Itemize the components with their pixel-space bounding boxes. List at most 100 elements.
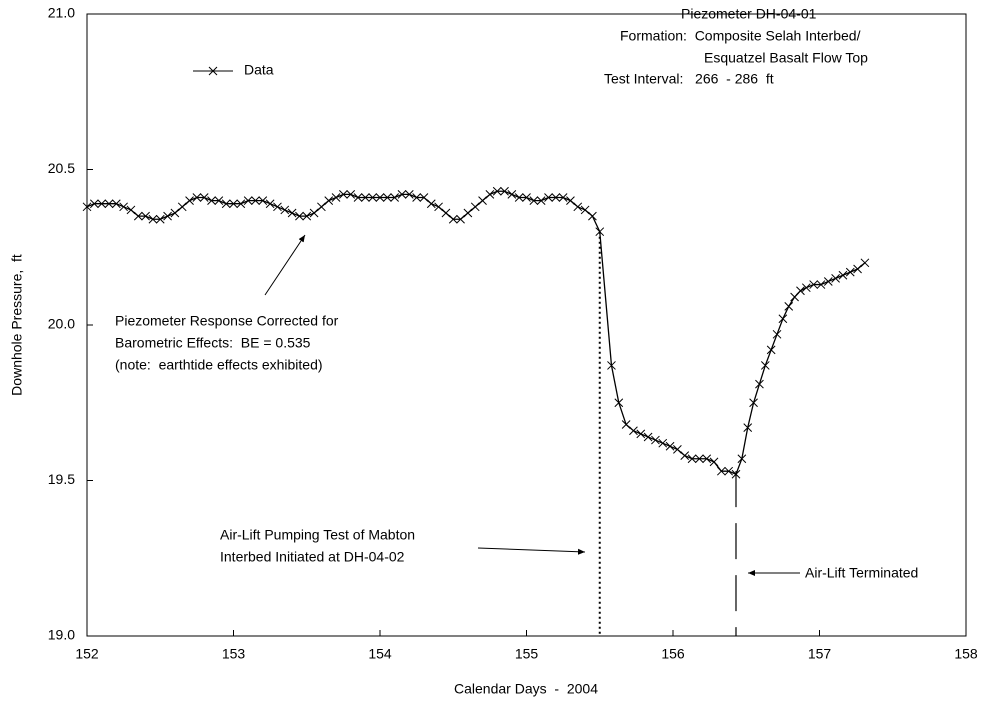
marker bbox=[614, 398, 624, 408]
marker bbox=[390, 193, 400, 202]
marker bbox=[236, 199, 246, 209]
marker bbox=[82, 202, 92, 212]
marker bbox=[673, 445, 682, 454]
marker bbox=[251, 196, 260, 205]
y-axis-title: Downhole Pressure, ft bbox=[9, 254, 25, 396]
marker bbox=[148, 214, 158, 224]
marker bbox=[192, 193, 202, 202]
marker bbox=[665, 441, 675, 451]
marker bbox=[404, 190, 414, 199]
x-tick-label: 157 bbox=[808, 646, 832, 662]
marker bbox=[133, 211, 143, 221]
marker bbox=[273, 202, 282, 212]
marker bbox=[353, 193, 363, 202]
marker bbox=[397, 190, 407, 199]
marker bbox=[737, 454, 747, 464]
marker bbox=[816, 280, 826, 289]
marker bbox=[860, 258, 870, 268]
marker bbox=[207, 196, 216, 205]
marker bbox=[185, 196, 194, 205]
marker bbox=[566, 196, 575, 205]
marker bbox=[709, 457, 719, 467]
marker bbox=[607, 361, 616, 370]
marker bbox=[831, 273, 840, 283]
marker bbox=[716, 466, 726, 476]
x-tick-label: 153 bbox=[222, 646, 246, 662]
marker bbox=[766, 345, 776, 355]
marker bbox=[360, 193, 370, 202]
marker bbox=[796, 286, 805, 296]
x-tick-label: 158 bbox=[954, 646, 978, 662]
marker bbox=[687, 454, 697, 464]
marker bbox=[643, 432, 653, 442]
marker bbox=[853, 264, 862, 274]
arrow bbox=[264, 234, 306, 296]
marker bbox=[823, 277, 833, 286]
x-tick-label: 155 bbox=[515, 646, 539, 662]
legend-marker bbox=[208, 66, 218, 76]
marker bbox=[731, 469, 741, 479]
marker bbox=[544, 193, 553, 202]
marker bbox=[801, 283, 811, 293]
y-tick-label: 19.5 bbox=[48, 471, 75, 487]
marker bbox=[529, 196, 539, 205]
marker bbox=[302, 211, 312, 221]
y-tick-label: 21.0 bbox=[48, 5, 75, 21]
marker bbox=[309, 208, 319, 218]
legend-label: Data bbox=[244, 62, 274, 78]
x-axis-title: Calendar Days - 2004 bbox=[454, 681, 598, 697]
marker bbox=[500, 186, 509, 196]
marker bbox=[412, 193, 421, 202]
annotation: Interbed Initiated at DH-04-02 bbox=[220, 549, 405, 565]
annotation: (note: earthtide effects exhibited) bbox=[115, 357, 323, 373]
marker bbox=[845, 267, 855, 277]
marker bbox=[221, 199, 231, 209]
marker bbox=[595, 227, 605, 237]
marker bbox=[695, 454, 704, 464]
marker bbox=[89, 199, 99, 209]
marker bbox=[441, 208, 451, 218]
marker bbox=[588, 211, 597, 221]
marker bbox=[680, 451, 690, 460]
marker bbox=[514, 193, 524, 202]
marker bbox=[749, 398, 758, 408]
marker bbox=[119, 202, 128, 212]
marker bbox=[492, 186, 502, 196]
marker bbox=[170, 208, 180, 218]
marker bbox=[214, 196, 224, 205]
marker bbox=[558, 193, 568, 202]
annotation: Piezometer DH-04-01 bbox=[681, 6, 817, 22]
marker bbox=[287, 208, 297, 218]
marker bbox=[419, 193, 429, 202]
marker bbox=[111, 199, 121, 209]
marker bbox=[809, 280, 818, 289]
marker bbox=[368, 193, 378, 202]
marker bbox=[536, 196, 546, 205]
marker bbox=[280, 205, 290, 215]
data-line bbox=[86, 190, 866, 476]
marker bbox=[229, 199, 238, 209]
marker bbox=[629, 426, 638, 436]
marker bbox=[331, 193, 341, 202]
y-tick-label: 19.0 bbox=[48, 627, 75, 643]
marker bbox=[573, 202, 583, 212]
marker bbox=[778, 314, 788, 324]
marker bbox=[434, 202, 443, 212]
marker bbox=[743, 423, 753, 432]
marker bbox=[463, 208, 473, 218]
marker bbox=[324, 196, 334, 205]
marker bbox=[772, 329, 782, 339]
annotation: Air-Lift Pumping Test of Mabton bbox=[220, 527, 415, 543]
x-tick-label: 156 bbox=[661, 646, 685, 662]
annotation: Esquatzel Basalt Flow Top bbox=[704, 50, 868, 66]
marker bbox=[760, 361, 770, 370]
marker bbox=[636, 429, 646, 439]
arrow bbox=[477, 547, 586, 555]
marker bbox=[104, 199, 114, 209]
marker bbox=[375, 193, 385, 202]
marker bbox=[551, 193, 561, 202]
marker bbox=[838, 270, 848, 280]
y-tick-label: 20.0 bbox=[48, 316, 75, 332]
annotation: Formation: Composite Selah Interbed/ bbox=[620, 28, 861, 44]
